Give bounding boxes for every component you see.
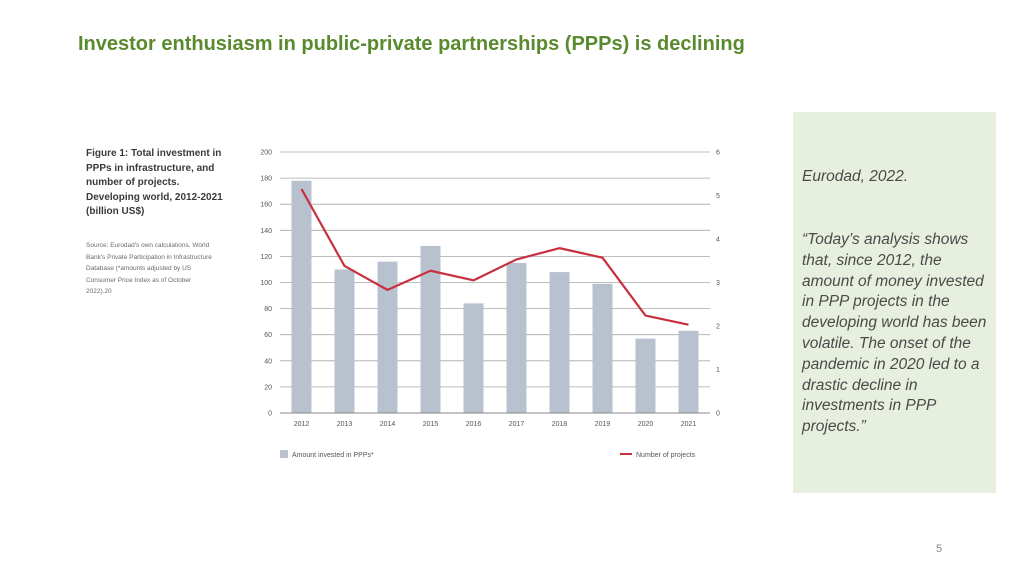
x-tick-label: 2012 [294,421,310,428]
x-tick-label: 2017 [509,421,525,428]
quote-source: Eurodad, 2022. [802,168,909,185]
x-tick-label: 2016 [466,421,482,428]
bar [592,283,613,413]
left-tick-label: 120 [260,254,272,261]
left-tick-label: 60 [264,332,272,339]
left-tick-label: 20 [264,384,272,391]
right-tick-label: 200 [716,324,720,331]
series-line-number-of-projects [300,188,689,326]
right-tick-label: 300 [716,280,720,287]
bar [506,262,527,413]
legend-label-line: Number of projects [636,452,696,459]
right-tick-label: 600 [716,150,720,157]
bar [463,303,484,413]
left-tick-label: 100 [260,280,272,287]
x-tick-label: 2014 [380,421,396,428]
bar [549,272,570,413]
right-tick-label: 100 [716,367,720,374]
x-tick-label: 2018 [552,421,568,428]
bar [377,261,398,413]
figure-source: Source: Eurodad's own calculations. Worl… [86,242,212,295]
left-tick-label: 180 [260,176,272,183]
x-tick-label: 2021 [681,421,697,428]
x-tick-label: 2019 [595,421,611,428]
left-tick-label: 160 [260,202,272,209]
right-tick-label: 0 [716,411,720,418]
x-tick-label: 2013 [337,421,353,428]
figure-caption: Figure 1: Total investment in PPPs in in… [86,148,223,217]
left-tick-label: 200 [260,150,272,157]
quote-text: “Today’s analysis shows that, since 2012… [802,231,987,436]
slide-title: Investor enthusiasm in public-private pa… [78,33,745,55]
x-tick-label: 2015 [423,421,439,428]
bar [334,269,355,413]
left-tick-label: 140 [260,228,272,235]
left-tick-label: 0 [268,411,272,418]
bar [291,180,312,413]
legend-label-bars: Amount invested in PPPs* [292,452,374,459]
bar [678,330,699,413]
legend-swatch-bars [280,450,288,458]
x-tick-label: 2020 [638,421,654,428]
investment-chart: 0 20 40 60 80 100 120 140 160 180 200 0 100 200 300 400… [260,150,720,460]
bar [635,338,656,413]
bar [420,245,441,413]
left-tick-label: 80 [264,306,272,313]
right-tick-label: 500 [716,193,720,200]
left-tick-label: 40 [264,358,272,365]
page-number: 5 [936,543,943,555]
right-tick-label: 400 [716,237,720,244]
quote-panel: Eurodad, 2022. “Today’s analysis shows t… [793,112,996,493]
